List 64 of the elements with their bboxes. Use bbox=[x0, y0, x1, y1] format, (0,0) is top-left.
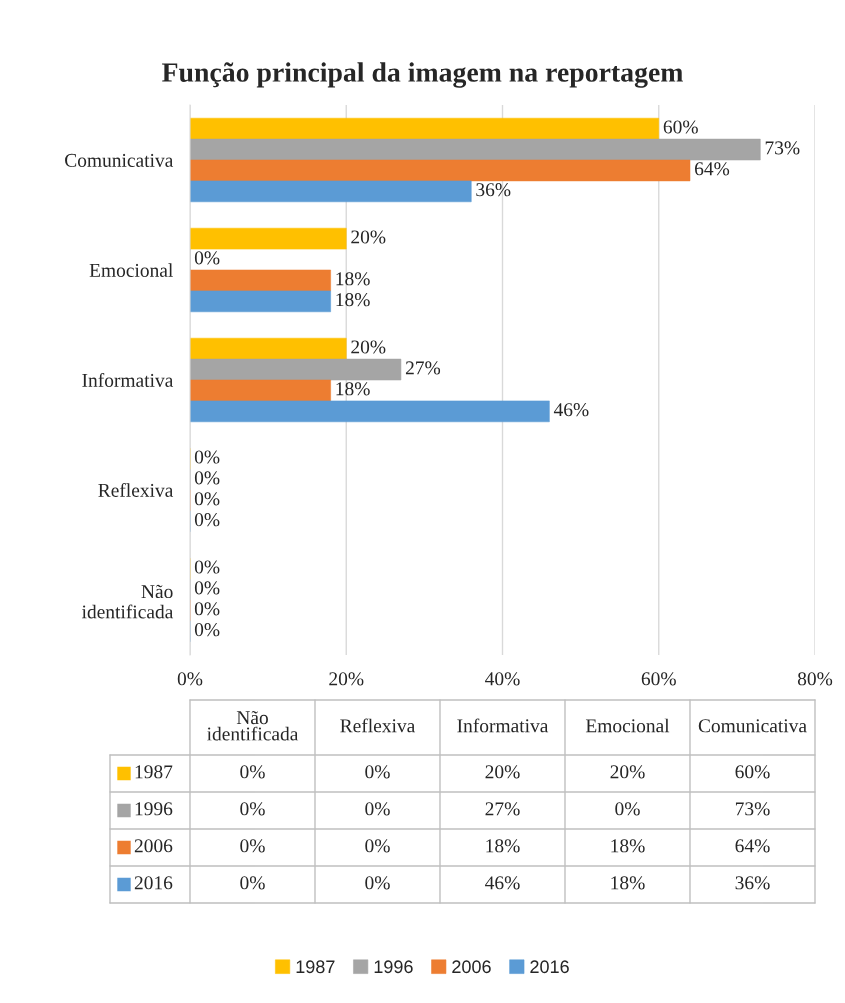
data-label: 18% bbox=[336, 293, 370, 307]
text: 0% bbox=[240, 802, 265, 816]
data-label: 20% bbox=[351, 340, 386, 354]
category-label: Informativa bbox=[457, 718, 549, 733]
x-tick-label: 40% bbox=[485, 672, 520, 686]
text: 0% bbox=[365, 802, 390, 816]
data-label: 0% bbox=[194, 492, 220, 506]
text: 46% bbox=[485, 876, 520, 890]
x-tick-label: 20% bbox=[329, 672, 364, 686]
text: 0% bbox=[365, 876, 390, 890]
text: 20% bbox=[610, 765, 645, 779]
text: 0% bbox=[240, 839, 265, 853]
text: 20% bbox=[485, 765, 520, 779]
x-tick-label: 80% bbox=[797, 672, 833, 686]
legend-label: 2006 bbox=[134, 839, 173, 853]
data-label: 0% bbox=[194, 560, 220, 574]
text: 2006 bbox=[452, 960, 491, 974]
data-label: 73% bbox=[765, 141, 800, 155]
data-label: 18% bbox=[336, 382, 370, 396]
category-label: Não identificada bbox=[207, 710, 299, 741]
y-tick-label: Reflexiva bbox=[98, 483, 174, 497]
text: 0% bbox=[240, 876, 265, 890]
text: 18% bbox=[611, 839, 645, 853]
data-label: 0% bbox=[194, 602, 220, 616]
data-label: 46% bbox=[553, 403, 589, 417]
data-label: 60% bbox=[663, 120, 698, 134]
data-label: 0% bbox=[194, 623, 220, 637]
y-tick-label: Não identificada bbox=[81, 584, 174, 619]
data-label: 64% bbox=[695, 162, 730, 176]
data-label: 27% bbox=[405, 361, 441, 375]
text: 18% bbox=[486, 839, 520, 853]
text: 36% bbox=[735, 876, 770, 890]
text: 73% bbox=[735, 802, 770, 816]
category-label: Comunicativa bbox=[698, 719, 807, 733]
data-label: 36% bbox=[476, 183, 511, 197]
text: 0% bbox=[240, 765, 265, 779]
text: 60% bbox=[735, 765, 770, 779]
y-tick-label: Informativa bbox=[82, 373, 174, 387]
data-label: 0% bbox=[194, 513, 220, 527]
y-tick-label: Comunicativa bbox=[65, 153, 174, 167]
data-label: 0% bbox=[194, 251, 220, 265]
text: 1987 bbox=[296, 960, 335, 974]
data-label: 0% bbox=[194, 581, 220, 595]
y-tick-label: Emocional bbox=[89, 263, 173, 277]
legend-label: 2016 bbox=[134, 876, 173, 890]
chart-title: Função principal da imagem na reportagem bbox=[162, 62, 683, 88]
data-label: 20% bbox=[351, 230, 386, 244]
category-label: Emocional bbox=[585, 718, 670, 733]
text: 1996 bbox=[374, 960, 413, 974]
legend-label: 1996 bbox=[135, 802, 173, 816]
category-label: Reflexiva bbox=[340, 718, 416, 733]
data-label: 18% bbox=[336, 272, 370, 286]
x-tick-label: 0% bbox=[177, 672, 203, 686]
data-label: 0% bbox=[194, 450, 220, 464]
text: 27% bbox=[485, 802, 520, 816]
x-tick-label: 60% bbox=[641, 672, 676, 686]
text: 18% bbox=[611, 876, 645, 890]
text: 0% bbox=[365, 765, 390, 779]
text: 0% bbox=[365, 839, 390, 853]
data-label: 0% bbox=[194, 471, 220, 485]
legend-label: 1987 bbox=[135, 765, 173, 779]
text: 0% bbox=[615, 802, 640, 816]
text: 64% bbox=[735, 839, 770, 853]
text: 2016 bbox=[530, 960, 569, 974]
